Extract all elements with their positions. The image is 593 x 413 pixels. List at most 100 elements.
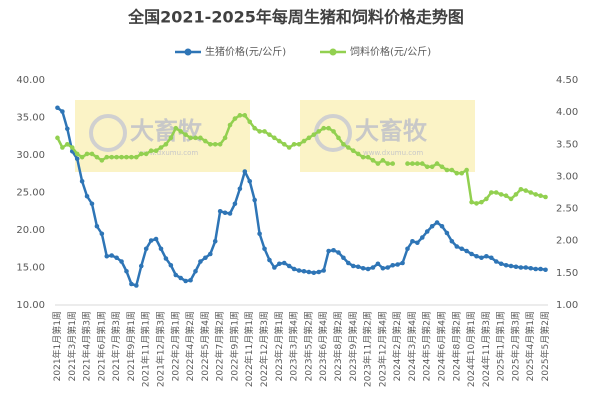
- data-point: [94, 154, 100, 160]
- legend-label: 饲料价格(元/公斤): [350, 45, 431, 58]
- data-point: [479, 255, 484, 261]
- y2-tick-label: 2.00: [556, 236, 578, 247]
- data-point: [119, 259, 124, 264]
- data-point: [306, 269, 312, 275]
- data-point: [385, 265, 391, 270]
- data-point: [464, 248, 469, 254]
- data-point: [311, 270, 317, 276]
- data-point: [272, 135, 277, 141]
- data-point: [188, 135, 193, 141]
- data-point: [370, 158, 376, 163]
- x-tick-label: 2023年9月第4周: [347, 311, 359, 381]
- x-tick-label: 2025年2月第3周: [509, 311, 521, 381]
- data-point: [163, 141, 169, 147]
- data-point: [198, 135, 203, 141]
- data-point: [538, 266, 543, 272]
- series-line: [56, 106, 546, 287]
- data-point: [252, 125, 257, 131]
- data-point: [400, 260, 405, 266]
- x-tick-label: 2023年12月第4周: [376, 311, 388, 387]
- data-point: [60, 145, 65, 150]
- data-point: [129, 281, 134, 287]
- data-point: [296, 141, 302, 147]
- data-point: [74, 151, 80, 157]
- data-point: [227, 211, 233, 216]
- x-tick-label: 2024年10月第1周: [465, 311, 477, 387]
- data-point: [326, 125, 331, 131]
- data-point: [252, 197, 257, 203]
- data-point: [380, 158, 386, 163]
- data-point: [272, 265, 277, 270]
- data-point: [493, 259, 499, 264]
- data-point: [439, 223, 445, 229]
- watermark-url: www.dxumu.com: [363, 149, 423, 157]
- y2-tick-label: 1.00: [556, 300, 578, 311]
- data-point: [454, 244, 460, 249]
- x-tick-label: 2021年12月第3周: [154, 311, 166, 387]
- data-point: [459, 170, 465, 176]
- data-point: [188, 277, 193, 283]
- data-point: [104, 253, 110, 259]
- data-point: [429, 164, 435, 170]
- data-point: [55, 105, 60, 111]
- data-point: [247, 178, 253, 184]
- x-tick-label: 2022年12月第3周: [258, 311, 270, 387]
- data-point: [193, 268, 198, 274]
- watermark-logo: [89, 114, 127, 152]
- data-point: [227, 122, 233, 128]
- data-point: [267, 257, 272, 263]
- data-point: [173, 125, 179, 131]
- data-point: [262, 129, 267, 134]
- data-point: [528, 265, 534, 271]
- x-tick-label: 2023年11月第2周: [362, 311, 374, 387]
- data-point: [119, 154, 124, 160]
- data-point: [533, 266, 538, 272]
- data-point: [153, 148, 159, 154]
- data-point: [65, 126, 70, 132]
- data-point: [84, 193, 90, 199]
- data-point: [232, 116, 238, 121]
- data-point: [109, 253, 114, 258]
- data-point: [207, 251, 213, 257]
- data-point: [306, 135, 312, 141]
- data-point: [124, 154, 129, 160]
- data-point: [99, 231, 105, 237]
- data-point: [444, 230, 450, 236]
- data-point: [424, 229, 430, 234]
- data-point: [439, 164, 445, 170]
- data-point: [55, 135, 60, 141]
- data-point: [459, 246, 465, 252]
- data-point: [493, 190, 499, 195]
- x-tick-label: 2021年7月第3周: [110, 311, 122, 381]
- data-point: [79, 154, 85, 160]
- y2-tick-label: 2.50: [556, 204, 578, 215]
- data-point: [360, 154, 366, 160]
- data-point: [217, 208, 223, 214]
- data-point: [148, 238, 154, 243]
- data-point: [311, 132, 317, 137]
- data-point: [129, 154, 134, 160]
- data-point: [454, 170, 460, 176]
- data-point: [479, 199, 484, 205]
- x-tick-label: 2024年8月第2周: [450, 311, 462, 381]
- data-point: [424, 164, 430, 170]
- data-point: [350, 263, 356, 269]
- data-point: [449, 238, 455, 244]
- y2-tick-label: 4.00: [556, 107, 578, 118]
- x-tick-label: 2024年2月第2周: [391, 311, 403, 381]
- x-tick-label: 2024年11月第3周: [480, 311, 492, 387]
- watermark-url: www.dxumu.com: [138, 149, 198, 157]
- data-point: [533, 192, 538, 197]
- data-point: [60, 109, 65, 114]
- data-point: [498, 261, 504, 267]
- data-point: [281, 141, 287, 147]
- data-point: [134, 283, 139, 288]
- data-point: [341, 255, 346, 261]
- data-point: [355, 151, 361, 157]
- data-point: [138, 151, 144, 157]
- data-point: [336, 250, 341, 255]
- data-point: [498, 192, 504, 197]
- data-point: [449, 167, 455, 173]
- data-point: [410, 238, 415, 244]
- data-point: [434, 220, 440, 225]
